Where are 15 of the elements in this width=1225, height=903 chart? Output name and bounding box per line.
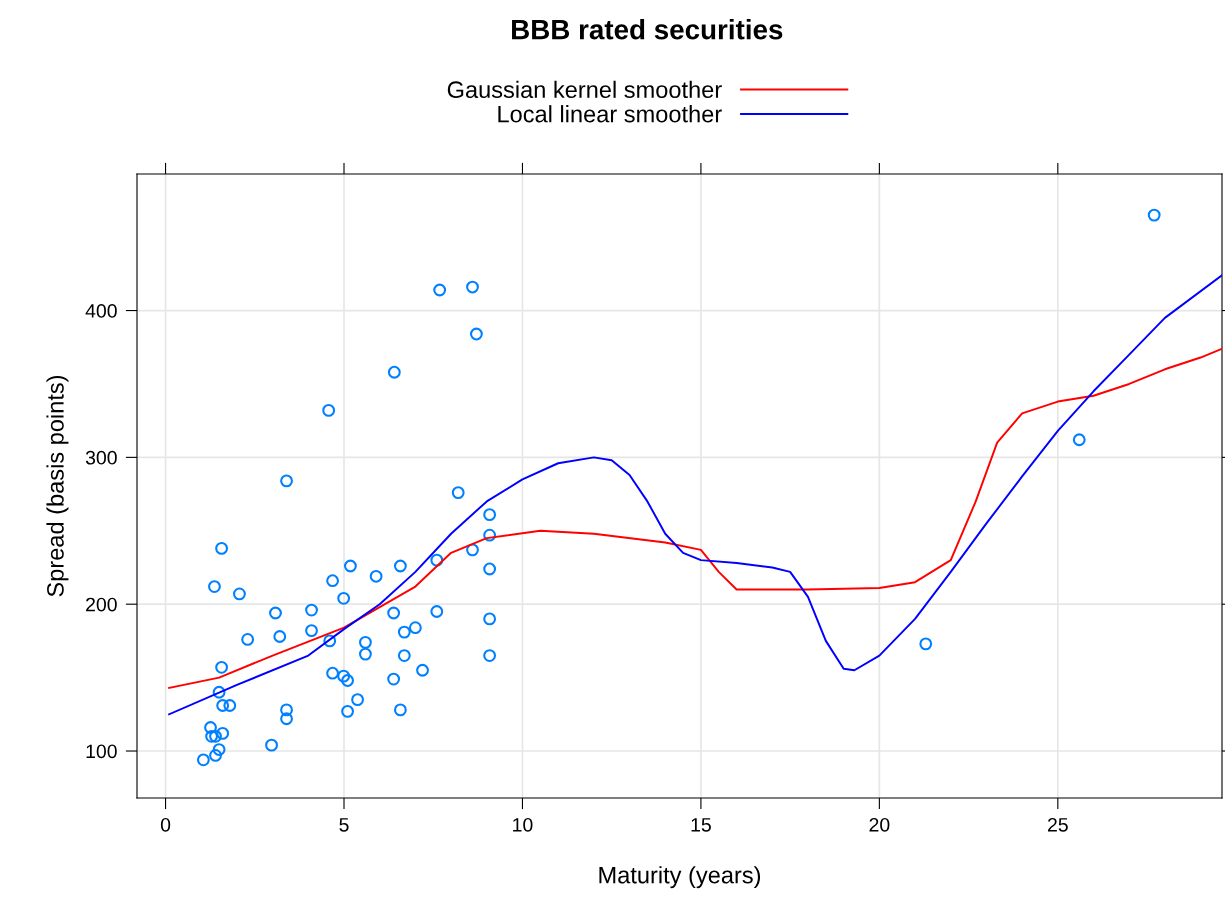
chart-title: BBB rated securities bbox=[512, 19, 783, 40]
y-tick-label: 200 bbox=[86, 597, 117, 612]
y-tick-label: 300 bbox=[85, 450, 117, 465]
x-tick-label: 15 bbox=[691, 818, 711, 832]
x-tick-label: 5 bbox=[339, 818, 349, 832]
y-tick-label: 400 bbox=[85, 304, 117, 318]
x-tick-label: 0 bbox=[160, 817, 171, 832]
x-tick-label: 20 bbox=[869, 817, 890, 832]
legend-label: Local linear smoother bbox=[498, 105, 722, 123]
legend-label: Gaussian kernel smoother bbox=[447, 80, 722, 99]
x-axis-title: Maturity (years) bbox=[599, 866, 761, 889]
y-tick-label: 100 bbox=[86, 744, 117, 759]
x-tick-label: 10 bbox=[513, 817, 533, 832]
x-tick-label: 25 bbox=[1047, 817, 1068, 832]
y-axis-title: Spread (basis points) bbox=[46, 375, 69, 597]
